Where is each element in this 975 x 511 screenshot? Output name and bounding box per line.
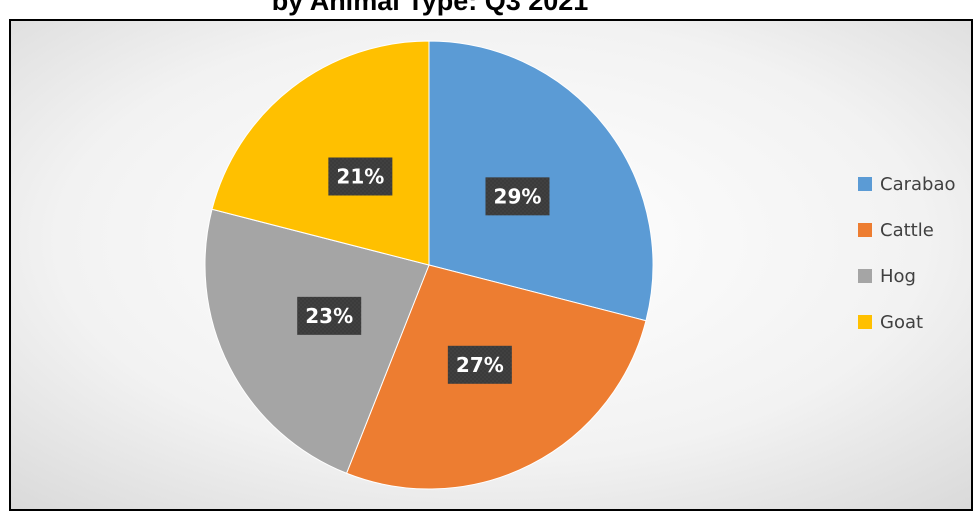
legend-label-goat: Goat — [880, 312, 923, 333]
legend-swatch-carabao — [858, 177, 872, 191]
data-label-cattle: 27% — [456, 353, 504, 377]
data-label-box-cattle — [447, 345, 512, 384]
pie-data-labels: 29% 27% 23% 21% — [297, 157, 550, 384]
data-label-hog: 23% — [305, 304, 353, 328]
data-label-box-carabao — [485, 177, 550, 216]
legend-label-cattle: Cattle — [880, 220, 934, 241]
chart-title: by Animal Type: Q3 2021 — [271, 0, 589, 16]
pie-slices — [204, 40, 654, 490]
legend-swatch-cattle — [858, 223, 872, 237]
pie-slice-goat — [211, 40, 430, 266]
legend-label-carabao: Carabao — [880, 174, 956, 195]
data-label-carabao: 29% — [494, 184, 542, 208]
legend-swatch-goat — [858, 315, 872, 329]
data-label-box-hog — [297, 296, 362, 335]
data-label-box-goat — [328, 157, 393, 196]
legend: Carabao Cattle Hog Goat — [858, 174, 956, 333]
pie-slice-hog — [204, 208, 430, 474]
legend-swatch-hog — [858, 269, 872, 283]
data-label-goat: 21% — [336, 165, 384, 189]
legend-label-hog: Hog — [880, 266, 916, 287]
